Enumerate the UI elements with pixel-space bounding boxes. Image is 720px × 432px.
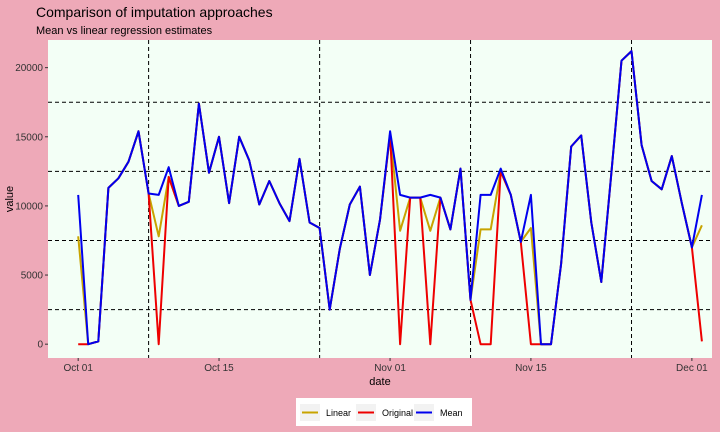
y-tick-label: 20000 <box>15 63 43 74</box>
chart-title: Comparison of imputation approaches <box>36 4 273 20</box>
y-tick-label: 10000 <box>15 201 43 212</box>
legend-box <box>296 398 472 426</box>
chart-subtitle: Mean vs linear regression estimates <box>36 25 213 37</box>
legend-label-mean: Mean <box>440 408 463 418</box>
grid-lines <box>48 40 712 358</box>
legend-label-original: Original <box>382 408 413 418</box>
y-axis-title: value <box>4 186 16 212</box>
x-axis: Oct 01 Oct 15 Nov 01 Nov 15 Dec 01 <box>63 358 708 374</box>
x-axis-title: date <box>369 376 390 388</box>
plot-panel <box>48 40 712 358</box>
x-tick-label: Dec 01 <box>676 363 708 374</box>
legend-label-linear: Linear <box>326 408 351 418</box>
x-tick-label: Nov 01 <box>374 363 406 374</box>
x-tick-label: Nov 15 <box>515 363 547 374</box>
series-lines <box>77 50 703 346</box>
y-tick-label: 0 <box>37 340 43 351</box>
legend: Linear Original Mean <box>296 398 472 426</box>
x-tick-label: Oct 01 <box>63 363 93 374</box>
y-tick-label: 15000 <box>15 132 43 143</box>
y-axis: 0 5000 10000 15000 20000 <box>15 63 48 351</box>
y-tick-label: 5000 <box>21 271 44 282</box>
series-line-mean <box>77 50 703 346</box>
x-tick-label: Oct 15 <box>204 363 234 374</box>
